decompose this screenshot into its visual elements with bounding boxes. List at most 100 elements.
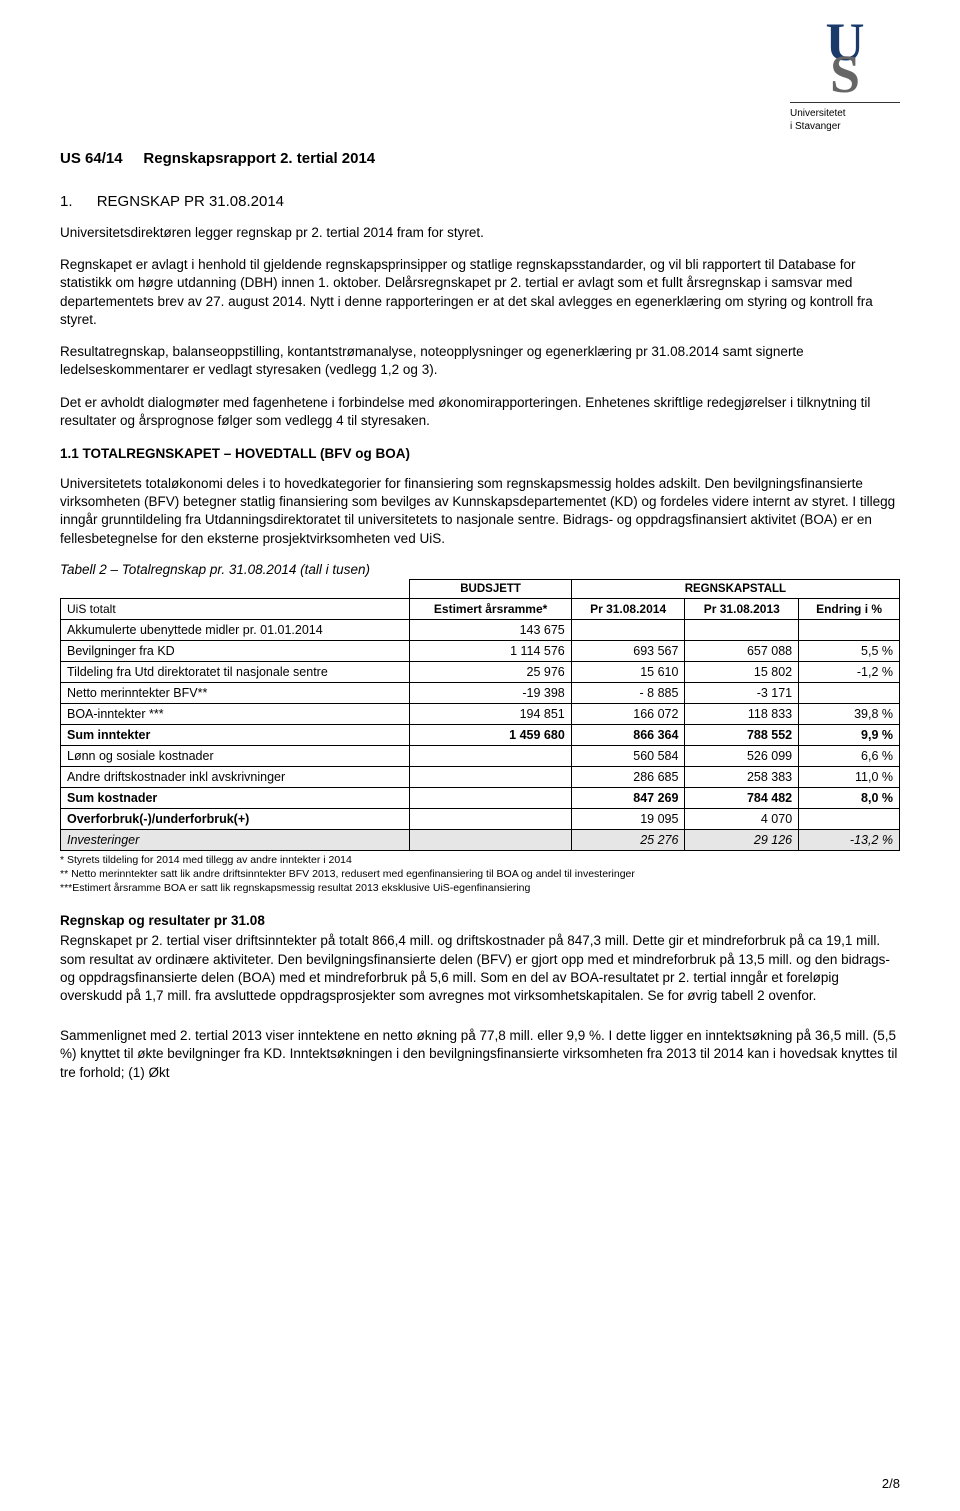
table-cell-pr2013: 15 802 (685, 661, 799, 682)
table-cell-pr2014 (571, 619, 685, 640)
table-cell-est: 143 675 (410, 619, 571, 640)
table-cell-label: Lønn og sosiale kostnader (61, 745, 410, 766)
table-cell-est: 1 459 680 (410, 724, 571, 745)
table-row: Lønn og sosiale kostnader 560 584526 0996… (61, 745, 900, 766)
table-cell-pr2013: 657 088 (685, 640, 799, 661)
table-cell-endring: 39,8 % (799, 703, 900, 724)
table-cell-est: -19 398 (410, 682, 571, 703)
table-cell-est (410, 808, 571, 829)
document-header: US 64/14 Regnskapsrapport 2. tertial 201… (60, 150, 900, 167)
table-row: Sum kostnader 847 269784 4828,0 % (61, 787, 900, 808)
table-cell-est (410, 766, 571, 787)
table-cell-endring: -13,2 % (799, 829, 900, 850)
table-cell-pr2014: 15 610 (571, 661, 685, 682)
table-cell-pr2013: 788 552 (685, 724, 799, 745)
table-cell-pr2013: 784 482 (685, 787, 799, 808)
table-cell-label: Andre driftskostnader inkl avskrivninger (61, 766, 410, 787)
table-cell-label: Tildeling fra Utd direktoratet til nasjo… (61, 661, 410, 682)
table-cell-label: Akkumulerte ubenyttede midler pr. 01.01.… (61, 619, 410, 640)
table-cell-label: BOA-inntekter *** (61, 703, 410, 724)
para-6: Regnskapet pr 2. tertial viser driftsinn… (60, 932, 900, 1005)
table-row: Netto merinntekter BFV**-19 398- 8 885-3… (61, 682, 900, 703)
table-cell-pr2013: 29 126 (685, 829, 799, 850)
section-1-title: REGNSKAP PR 31.08.2014 (97, 193, 284, 210)
table-cell-endring: 11,0 % (799, 766, 900, 787)
results-heading: Regnskap og resultater pr 31.08 (60, 913, 900, 928)
table-cell-pr2014: 19 095 (571, 808, 685, 829)
table-cell-pr2013: 258 383 (685, 766, 799, 787)
table-cell-pr2013: 4 070 (685, 808, 799, 829)
table-cell-pr2014: 560 584 (571, 745, 685, 766)
table-2-col-header-row: UiS totalt Estimert årsramme* Pr 31.08.2… (61, 598, 900, 619)
para-3: Resultatregnskap, balanseoppstilling, ko… (60, 343, 900, 379)
logo-inst-line2: i Stavanger (790, 120, 900, 133)
para-2: Regnskapet er avlagt i henhold til gjeld… (60, 256, 900, 329)
table-cell-est: 194 851 (410, 703, 571, 724)
table-cell-endring: 6,6 % (799, 745, 900, 766)
table-cell-endring (799, 808, 900, 829)
table-cell-pr2013: 118 833 (685, 703, 799, 724)
table-row: Overforbruk(-)/underforbruk(+) 19 0954 07… (61, 808, 900, 829)
table-cell-pr2014: 693 567 (571, 640, 685, 661)
table-cell-label: Overforbruk(-)/underforbruk(+) (61, 808, 410, 829)
page-number: 2/8 (882, 1476, 900, 1491)
table-2: BUDSJETT REGNSKAPSTALL UiS totalt Estime… (60, 579, 900, 851)
para-7: Sammenlignet med 2. tertial 2013 viser i… (60, 1027, 900, 1082)
doc-title: Regnskapsrapport 2. tertial 2014 (143, 150, 375, 167)
table-cell-pr2014: 866 364 (571, 724, 685, 745)
table-cell-pr2014: 286 685 (571, 766, 685, 787)
table-cell-est (410, 745, 571, 766)
table-row: Bevilgninger fra KD1 114 576693 567657 0… (61, 640, 900, 661)
table-cell-pr2013: 526 099 (685, 745, 799, 766)
uis-logo: U S Universitetet i Stavanger (790, 18, 900, 133)
table-cell-label: Netto merinntekter BFV** (61, 682, 410, 703)
table-cell-label: Bevilgninger fra KD (61, 640, 410, 661)
table-2-col-label: UiS totalt (61, 598, 410, 619)
table-2-col-est: Estimert årsramme* (410, 598, 571, 619)
table-cell-pr2014: 847 269 (571, 787, 685, 808)
table-2-blank-header (61, 579, 410, 598)
table-2-footnotes: * Styrets tildeling for 2014 med tillegg… (60, 853, 900, 896)
table-cell-endring: 8,0 % (799, 787, 900, 808)
table-cell-pr2013: -3 171 (685, 682, 799, 703)
logo-inst-line1: Universitetet (790, 107, 900, 120)
table-cell-pr2013 (685, 619, 799, 640)
table-cell-pr2014: 25 276 (571, 829, 685, 850)
table-cell-pr2014: - 8 885 (571, 682, 685, 703)
table-cell-label: Investeringer (61, 829, 410, 850)
footnote-3: ***Estimert årsramme BOA er satt lik reg… (60, 881, 900, 895)
table-cell-endring: 9,9 % (799, 724, 900, 745)
table-cell-endring (799, 682, 900, 703)
table-cell-est (410, 787, 571, 808)
table-row: BOA-inntekter ***194 851166 072118 83339… (61, 703, 900, 724)
table-2-caption: Tabell 2 – Totalregnskap pr. 31.08.2014 … (60, 562, 900, 577)
table-row: Akkumulerte ubenyttede midler pr. 01.01.… (61, 619, 900, 640)
table-2-col-pr2013: Pr 31.08.2013 (685, 598, 799, 619)
table-row: Tildeling fra Utd direktoratet til nasjo… (61, 661, 900, 682)
section-1-heading: 1. REGNSKAP PR 31.08.2014 (60, 193, 900, 210)
table-cell-label: Sum kostnader (61, 787, 410, 808)
table-cell-est (410, 829, 571, 850)
subsection-1-1-heading: 1.1 TOTALREGNSKAPET – HOVEDTALL (BFV og … (60, 446, 900, 461)
para-5: Universitetets totaløkonomi deles i to h… (60, 475, 900, 548)
table-cell-est: 1 114 576 (410, 640, 571, 661)
table-row: Investeringer 25 27629 126-13,2 % (61, 829, 900, 850)
para-1: Universitetsdirektøren legger regnskap p… (60, 224, 900, 242)
section-1-num: 1. (60, 193, 73, 210)
table-row: Sum inntekter1 459 680866 364788 5529,9 … (61, 724, 900, 745)
table-cell-label: Sum inntekter (61, 724, 410, 745)
para-4: Det er avholdt dialogmøter med fagenhete… (60, 394, 900, 430)
table-2-regnskap-header: REGNSKAPSTALL (571, 579, 899, 598)
table-2-col-pr2014: Pr 31.08.2014 (571, 598, 685, 619)
footnote-1: * Styrets tildeling for 2014 med tillegg… (60, 853, 900, 867)
table-2-budsjett-header: BUDSJETT (410, 579, 571, 598)
doc-ref: US 64/14 (60, 150, 123, 167)
table-row: Andre driftskostnader inkl avskrivninger… (61, 766, 900, 787)
table-2-group-header-row: BUDSJETT REGNSKAPSTALL (61, 579, 900, 598)
table-2-col-endring: Endring i % (799, 598, 900, 619)
table-cell-endring: 5,5 % (799, 640, 900, 661)
table-cell-pr2014: 166 072 (571, 703, 685, 724)
table-cell-endring (799, 619, 900, 640)
logo-letter-s: S (790, 53, 900, 96)
table-cell-endring: -1,2 % (799, 661, 900, 682)
